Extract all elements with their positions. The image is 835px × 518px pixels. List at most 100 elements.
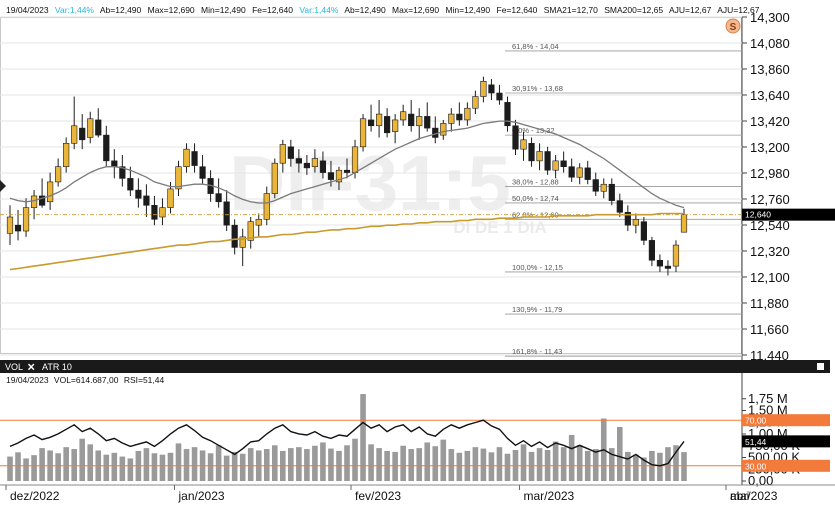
volume-bar — [432, 446, 439, 481]
candle-body — [568, 166, 575, 178]
candle-body — [55, 166, 62, 183]
candle-body — [279, 144, 286, 164]
tab-vol[interactable]: VOL — [5, 362, 23, 372]
candle-body — [408, 113, 415, 127]
volume-bar — [328, 448, 334, 481]
info-date: 19/04/2023 — [6, 5, 49, 15]
candle-body — [512, 125, 519, 150]
volume-bar — [376, 448, 382, 481]
maximize-icon[interactable] — [817, 363, 824, 370]
candle-body — [608, 183, 615, 201]
candle-body — [496, 92, 503, 101]
rsi-last-tag — [742, 435, 830, 448]
info-aju-2: AJU=12,67 — [717, 5, 760, 15]
candle-body — [520, 139, 527, 150]
candle-body — [119, 166, 126, 179]
close-icon[interactable]: ✕ — [27, 363, 35, 374]
candle-body — [63, 143, 70, 168]
fib-label: 0,0% - 13,32 — [512, 126, 555, 135]
candle-body — [480, 81, 487, 97]
svg-text:19/04/2023 Var:1,44%: 19/04/2023 Var:1,44% Ab=12,490 Max=12,69… — [6, 5, 760, 15]
x-tick-label: abr/2023 — [730, 489, 778, 503]
candle-body — [552, 160, 559, 171]
volume-bar — [23, 458, 29, 481]
rsi-band-label: 30,00 — [745, 461, 767, 471]
candle-body — [199, 166, 206, 179]
x-tick-label: jan/2023 — [178, 489, 225, 503]
volume-bar — [416, 448, 423, 481]
scroll-left-marker[interactable] — [0, 180, 6, 192]
volume-bar — [223, 455, 230, 481]
svg-text:19/04/2023 VOL=614.687,0: 19/04/2023 VOL=614.687,00 RSI=51,44 — [6, 375, 164, 385]
watermark-subtitle: DI DE 1 DIA — [453, 218, 547, 237]
volume-bar — [633, 454, 639, 481]
candle-body — [311, 158, 319, 168]
candle-body — [127, 178, 134, 191]
candle-body — [239, 236, 246, 248]
volume-bar — [352, 438, 358, 481]
price-tick-label: 14,300 — [750, 10, 790, 25]
volume-bar — [488, 452, 495, 481]
candle-body — [424, 116, 431, 129]
svg-text:S: S — [730, 22, 737, 33]
volume-bar — [617, 426, 623, 481]
candle-body — [175, 166, 182, 190]
candle-body — [416, 116, 423, 127]
candle-body — [648, 240, 656, 261]
fib-label: 38,0% - 12,88 — [512, 178, 559, 187]
volume-bar — [239, 453, 246, 481]
volume-bar — [143, 448, 150, 481]
volume-bar — [641, 457, 647, 481]
candle-body — [672, 244, 680, 267]
volume-bar — [528, 451, 535, 481]
info-sma200: SMA200=12,65 — [604, 5, 663, 15]
candle-body — [456, 113, 463, 121]
candle-body — [536, 151, 543, 162]
fib-label: 61,8% - 14,04 — [512, 42, 559, 51]
candle-body — [30, 195, 38, 208]
candle-body — [488, 84, 495, 94]
volume-bar — [15, 452, 21, 481]
info-sma21: SMA21=12,70 — [544, 5, 598, 15]
x-tick-label: mai — [730, 489, 749, 503]
candle-body — [183, 148, 190, 168]
volume-bar — [368, 444, 374, 481]
volume-bar — [344, 445, 350, 481]
candle-body — [448, 113, 455, 124]
volume-bar — [119, 456, 126, 481]
info-min: Min=12,490 — [201, 5, 246, 15]
rsi-line — [9, 419, 685, 467]
x-tick-label: fev/2023 — [355, 489, 401, 503]
tab-atr[interactable]: ATR 10 — [42, 362, 72, 372]
volume-bar — [288, 448, 294, 481]
volume-bar — [440, 439, 447, 481]
candle-body — [680, 214, 688, 233]
candle-body — [624, 212, 631, 226]
volume-bar — [296, 447, 302, 481]
candle-body — [632, 219, 639, 226]
candle-body — [22, 207, 30, 232]
volume-bar — [448, 449, 455, 481]
fib-label: 50,0% - 12,74 — [512, 194, 559, 203]
x-tick-label: mar/2023 — [524, 489, 575, 503]
info-max: Max=12,690 — [148, 5, 195, 15]
candle-body — [255, 219, 262, 226]
fib-label: 130,9% - 11,79 — [512, 305, 562, 314]
watermark-ticker: DIF31:5 — [229, 139, 511, 227]
candle-body — [191, 151, 198, 166]
vol-tick-label: 1,50 M — [748, 403, 788, 418]
s-circle-icon[interactable]: S — [725, 18, 741, 34]
price-tick-label: 12,100 — [750, 270, 790, 285]
price-tick-label: 11,660 — [750, 322, 789, 337]
volume-bar — [7, 456, 13, 481]
candle-body — [38, 195, 46, 206]
rsi-band-tag — [742, 459, 830, 472]
volume-bar — [111, 452, 118, 481]
candle-body — [167, 188, 174, 208]
volume-bar — [496, 447, 503, 481]
volume-bar — [271, 445, 278, 481]
volume-bar — [263, 449, 270, 481]
info-close: Fe=12,640 — [252, 5, 293, 15]
info-var: Var:1,44% — [55, 5, 95, 15]
